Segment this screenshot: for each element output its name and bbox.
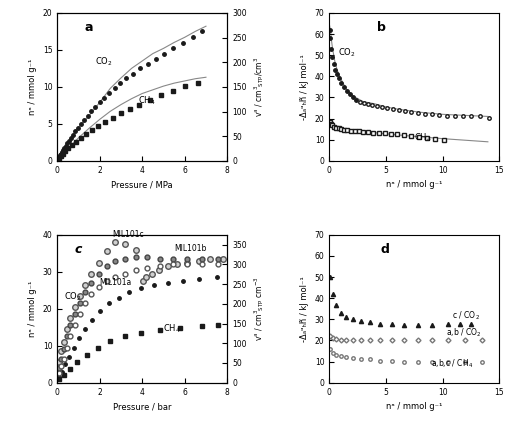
Y-axis label: -Δₐᵅₕh̃ / kJ mol⁻¹: -Δₐᵅₕh̃ / kJ mol⁻¹ xyxy=(300,54,309,120)
Text: d: d xyxy=(380,243,389,255)
X-axis label: nᵃ / mmol g⁻¹: nᵃ / mmol g⁻¹ xyxy=(386,402,443,411)
Y-axis label: nᵃ / mmol g⁻¹: nᵃ / mmol g⁻¹ xyxy=(28,280,37,337)
Text: CO$_2$: CO$_2$ xyxy=(339,46,356,58)
Text: a: a xyxy=(84,21,93,34)
Text: CH$_4$: CH$_4$ xyxy=(138,94,155,107)
Text: MIL101b: MIL101b xyxy=(174,244,206,253)
Text: CO$_2$: CO$_2$ xyxy=(63,291,81,303)
Text: CO$_2$: CO$_2$ xyxy=(96,55,113,68)
Text: a,b / CO$_2$: a,b / CO$_2$ xyxy=(446,326,482,339)
Y-axis label: -Δₐᵅₕh̃ / kJ mol⁻¹: -Δₐᵅₕh̃ / kJ mol⁻¹ xyxy=(300,276,309,341)
Text: MIL101c: MIL101c xyxy=(112,230,144,239)
Text: MIL101a: MIL101a xyxy=(100,278,132,287)
Text: b: b xyxy=(377,21,386,34)
Text: CH$_4$: CH$_4$ xyxy=(163,322,181,335)
X-axis label: Pressure / bar: Pressure / bar xyxy=(113,402,172,411)
Y-axis label: v$^a$ / cm$^3$$_{\rm STP}$/cm$^3$: v$^a$ / cm$^3$$_{\rm STP}$/cm$^3$ xyxy=(252,57,266,117)
Text: c / CO$_2$: c / CO$_2$ xyxy=(451,309,479,322)
X-axis label: nᵃ / mmol g⁻¹: nᵃ / mmol g⁻¹ xyxy=(386,180,443,189)
X-axis label: Pressure / MPa: Pressure / MPa xyxy=(111,180,173,189)
Text: a,b,c / CH$_4$: a,b,c / CH$_4$ xyxy=(431,357,473,370)
Text: CH$_4$: CH$_4$ xyxy=(414,132,432,144)
Y-axis label: nᵃ / mmol g⁻¹: nᵃ / mmol g⁻¹ xyxy=(28,58,37,115)
Text: c: c xyxy=(74,243,82,255)
Y-axis label: v$^a$ / cm$^3$$_{\rm STP}$ cm$^{-3}$: v$^a$ / cm$^3$$_{\rm STP}$ cm$^{-3}$ xyxy=(252,276,266,341)
